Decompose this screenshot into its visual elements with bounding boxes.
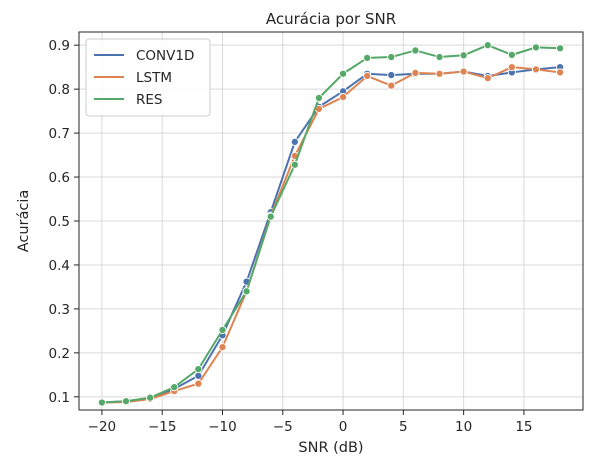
x-tick-label: 5 — [399, 419, 408, 435]
data-point-lstm — [507, 63, 516, 72]
data-point-res — [483, 41, 492, 50]
data-point-res — [121, 397, 131, 406]
x-tick-label: −10 — [208, 419, 237, 435]
y-tick-label: 0.1 — [49, 390, 70, 406]
data-point-lstm — [194, 379, 203, 388]
x-tick-label: −20 — [88, 419, 117, 435]
data-point-res — [339, 69, 348, 78]
x-tick-label: −5 — [273, 419, 293, 435]
data-point-res — [146, 393, 155, 402]
y-tick-label: 0.4 — [49, 258, 70, 274]
data-point-res — [242, 287, 251, 296]
data-point-res — [411, 46, 420, 55]
data-point-res — [507, 50, 516, 59]
data-point-res — [363, 53, 372, 62]
data-point-res — [435, 53, 444, 62]
y-tick-label: 0.8 — [49, 82, 70, 98]
grid — [79, 32, 583, 410]
series-layer — [97, 41, 565, 407]
y-axis-title: Acurácia — [16, 190, 32, 253]
data-point-res — [194, 365, 203, 374]
x-tick-label: 10 — [455, 419, 472, 435]
data-point-res — [266, 212, 275, 221]
x-axis: −20 −15 −10 −5 0 5 10 15 — [88, 410, 533, 435]
series-line-conv1d — [101, 66, 561, 404]
data-point-res — [97, 398, 106, 407]
data-point-lstm — [556, 68, 565, 77]
y-tick-label: 0.6 — [49, 170, 70, 186]
legend-label-conv1d: CONV1D — [136, 48, 194, 64]
x-axis-title: SNR (dB) — [298, 440, 363, 456]
y-tick-label: 0.5 — [49, 214, 70, 230]
y-axis: 0.1 0.2 0.3 0.4 0.5 0.6 0.7 0.8 0.9 — [49, 38, 79, 406]
x-tick-label: 15 — [515, 419, 532, 435]
data-point-res — [290, 160, 299, 169]
data-point-res — [314, 93, 323, 102]
data-point-lstm — [218, 343, 227, 352]
data-point-lstm — [531, 65, 541, 74]
series-line-res — [101, 44, 561, 404]
y-tick-label: 0.7 — [49, 126, 70, 142]
legend-label-res: RES — [136, 92, 162, 108]
legend-box — [85, 38, 211, 117]
x-tick-label: 0 — [339, 419, 348, 435]
data-point-lstm — [339, 93, 348, 102]
data-point-res — [531, 43, 541, 52]
series-line-lstm — [101, 66, 561, 404]
data-point-lstm — [363, 71, 372, 81]
data-point-lstm — [411, 68, 420, 77]
data-point-res — [170, 383, 179, 392]
data-point-res — [459, 51, 468, 60]
y-tick-label: 0.9 — [49, 38, 70, 54]
x-tick-label: −15 — [148, 419, 177, 435]
data-point-lstm — [483, 74, 492, 83]
series-res — [97, 41, 565, 407]
data-point-res — [556, 44, 565, 53]
y-tick-label: 0.3 — [49, 302, 70, 318]
data-point-lstm — [459, 67, 468, 76]
data-point-conv1d — [387, 71, 396, 80]
data-point-conv1d — [290, 137, 299, 146]
legend-label-lstm: LSTM — [136, 70, 172, 86]
data-point-lstm — [435, 69, 444, 78]
data-point-lstm — [387, 81, 396, 90]
data-point-res — [218, 325, 227, 335]
y-tick-label: 0.2 — [49, 346, 70, 362]
chart-title: Acurácia por SNR — [266, 10, 396, 28]
legend: CONV1D LSTM RES — [85, 38, 211, 117]
data-point-res — [387, 53, 396, 62]
